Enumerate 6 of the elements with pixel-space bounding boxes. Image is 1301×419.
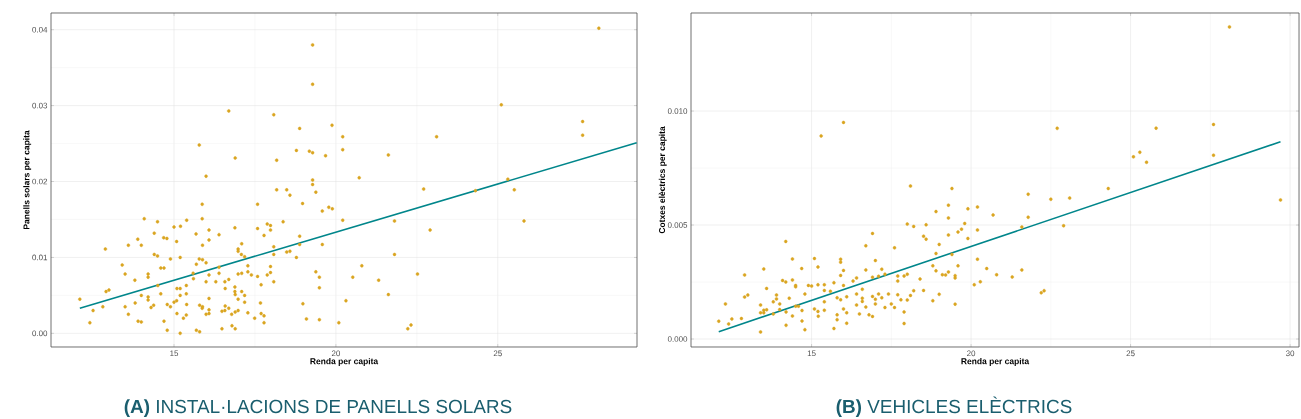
text: (B) VEHICLES ELÈCTRICS	[836, 396, 1072, 417]
x-axis-title: Renda per capita	[310, 358, 379, 366]
y-axis-title: Cotxes elèctrics per capita	[658, 126, 667, 234]
y-axis-title: Panells solars per capita	[23, 130, 32, 230]
x-axis-title: Renda per capita	[961, 358, 1030, 366]
text: (A) INSTAL·LACIONS DE PANELLS SOLARS	[124, 399, 512, 417]
